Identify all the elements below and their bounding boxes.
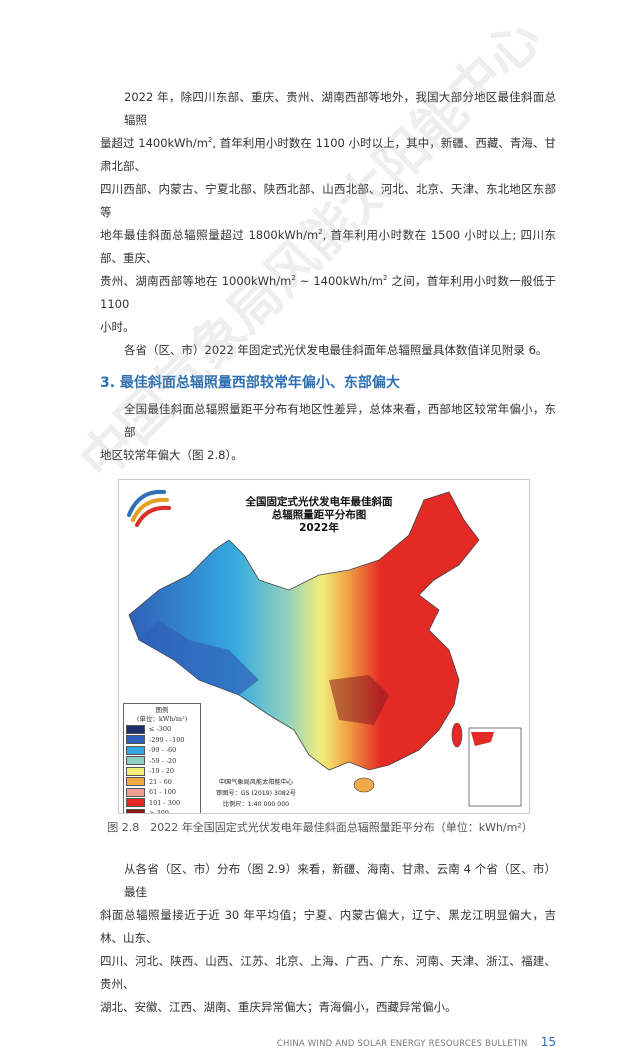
text-line: 2022 年，除四川东部、重庆、贵州、湖南西部等地外，我国大部分地区最佳斜面总辐… xyxy=(124,90,556,127)
text-line: 全国最佳斜面总辐照量距平分布有地区性差异，总体来看，西部地区较常年偏小，东部 xyxy=(124,402,556,439)
logo-icon xyxy=(127,489,171,527)
legend-label: 101 - 300 xyxy=(149,798,181,807)
legend-swatch xyxy=(126,808,145,813)
legend-item: > 300 xyxy=(126,808,198,814)
text-line: 贵州、湖南西部等地在 1000kWh/m2 ~ 1400kWh/m2 之间，首年… xyxy=(100,274,557,311)
map-title-year: 2022年 xyxy=(299,522,339,534)
text-line: 地年最佳斜面总辐照量超过 1800kWh/m2, 首年利用小时数在 1500 小… xyxy=(100,228,556,265)
text-line: 四川西部、内蒙古、宁夏北部、陕西北部、山西北部、河北、北京、天津、东北地区东部等 xyxy=(100,182,556,219)
map-title: 全国固定式光伏发电年最佳斜面 总辐照量距平分布图 2022年 xyxy=(239,496,399,535)
text-line: 各省（区、市）2022 年固定式光伏发电最佳斜面年总辐照量具体数值详见附录 6。 xyxy=(124,343,548,357)
page-number: 15 xyxy=(540,1035,556,1049)
legend-swatch xyxy=(126,745,145,755)
paragraph-anomaly-intro: 全国最佳斜面总辐照量距平分布有地区性差异，总体来看，西部地区较常年偏小，东部 地… xyxy=(100,398,556,467)
legend-item: 101 - 300 xyxy=(126,798,198,809)
footer-bulletin-title: CHINA WIND AND SOLAR ENERGY RESOURCES BU… xyxy=(276,1039,528,1049)
legend-item: -299 - -100 xyxy=(126,735,198,746)
legend-title: 图例 xyxy=(155,706,169,714)
text-line: 斜面总辐照量接近于近 30 年平均值；宁夏、内蒙古偏大，辽宁、黑龙江明显偏大，吉… xyxy=(100,908,556,945)
source-org: 中国气象局风能太阳能中心 xyxy=(218,779,294,786)
legend-swatch xyxy=(126,735,145,745)
page-content: 2022 年，除四川东部、重庆、贵州、湖南西部等地外，我国大部分地区最佳斜面总辐… xyxy=(100,86,556,1050)
legend-label: -59 - -20 xyxy=(149,756,177,765)
legend-item: -19 - 20 xyxy=(126,766,198,777)
page-footer: CHINA WIND AND SOLAR ENERGY RESOURCES BU… xyxy=(100,1031,556,1050)
sichuan-chongqing-region xyxy=(329,675,389,725)
section-heading: 3. 最佳斜面总辐照量西部较常年偏小、东部偏大 xyxy=(100,375,400,391)
legend-unit: (单位：kWh/m²) xyxy=(136,715,188,723)
legend-swatch xyxy=(126,787,145,797)
legend-label: -299 - -100 xyxy=(149,735,185,744)
legend-item: -99 - -60 xyxy=(126,745,198,756)
map-source: 中国气象局风能太阳能中心 审图号：GS (2019) 3082号 比例尺：1:4… xyxy=(201,777,311,810)
legend-swatch xyxy=(126,766,145,776)
legend-label: -19 - 20 xyxy=(149,767,175,776)
text-line: 湖北、安徽、江西、湖南、重庆异常偏大；青海偏小，西藏异常偏小。 xyxy=(100,1000,457,1014)
inset-coast xyxy=(471,732,494,746)
legend-label: ≤ -300 xyxy=(149,725,172,734)
map-title-line: 总辐照量距平分布图 xyxy=(271,509,367,521)
taiwan-island xyxy=(451,722,463,748)
map-legend: 图例 (单位：kWh/m²) ≤ -300 -299 - -100 -99 - -6… xyxy=(123,703,201,814)
legend-swatch xyxy=(126,724,145,734)
anomaly-map-figure: 全国固定式光伏发电年最佳斜面 总辐照量距平分布图 2022年 图例 (单位：kW… xyxy=(118,479,530,814)
text-line: 地区较常年偏大（图 2.8）。 xyxy=(100,448,243,462)
legend-label: -99 - -60 xyxy=(149,746,177,755)
tibet-region xyxy=(139,620,259,695)
legend-swatch xyxy=(126,756,145,766)
hainan-island xyxy=(353,777,375,793)
map-scale: 比例尺：1:40 000 000 xyxy=(222,801,290,808)
china-mainland-shape xyxy=(128,491,480,771)
legend-label: 61 - 100 xyxy=(149,788,177,797)
map-approval-number: 审图号：GS (2019) 3082号 xyxy=(216,790,296,797)
legend-item: 61 - 100 xyxy=(126,787,198,798)
map-title-line: 全国固定式光伏发电年最佳斜面 xyxy=(245,496,393,508)
paragraph-province-analysis: 从各省（区、市）分布（图 2.9）来看，新疆、海南、甘肃、云南 4 个省（区、市… xyxy=(100,858,556,1019)
legend-swatch xyxy=(126,798,145,808)
text-line: 从各省（区、市）分布（图 2.9）来看，新疆、海南、甘肃、云南 4 个省（区、市… xyxy=(124,862,556,899)
text-line: 小时。 xyxy=(100,320,135,334)
paragraph-irradiance-summary: 2022 年，除四川东部、重庆、贵州、湖南西部等地外，我国大部分地区最佳斜面总辐… xyxy=(100,86,556,362)
legend-item: ≤ -300 xyxy=(126,724,198,735)
legend-label: > 300 xyxy=(149,809,169,814)
text-line: 量超过 1400kWh/m2, 首年利用小时数在 1100 小时以上，其中，新疆… xyxy=(100,136,556,173)
legend-label: 21 - 60 xyxy=(149,777,172,786)
text-line: 四川、河北、陕西、山西、江苏、北京、上海、广西、广东、河南、天津、浙江、福建、贵… xyxy=(100,954,556,991)
figure-caption: 图 2.8 2022 年全国固定式光伏发电年最佳斜面总辐照量距平分布（单位：kW… xyxy=(107,821,533,834)
china-map xyxy=(127,489,522,807)
legend-swatch xyxy=(126,777,145,787)
legend-item: 21 - 60 xyxy=(126,777,198,788)
legend-item: -59 - -20 xyxy=(126,756,198,767)
